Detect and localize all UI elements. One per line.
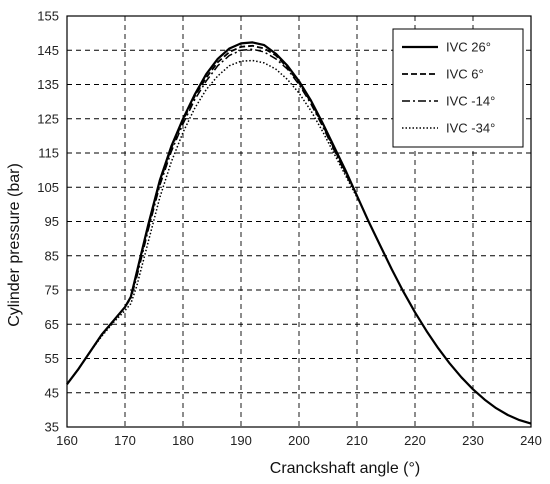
x-tick-label: 240: [520, 433, 542, 448]
series-line-3: [66, 48, 358, 385]
y-tick-label: 35: [45, 420, 59, 435]
y-tick-label: 145: [37, 43, 59, 58]
y-tick-label: 105: [37, 180, 59, 195]
y-tick-label: 55: [45, 351, 59, 366]
grid-lines: [67, 16, 531, 427]
x-axis-label: Cranckshaft angle (°): [270, 460, 420, 477]
series-lines: [66, 41, 532, 425]
y-tick-label: 135: [37, 77, 59, 92]
x-tick-label: 220: [404, 433, 426, 448]
y-tick-label: 65: [45, 317, 59, 332]
x-tick-label: 180: [172, 433, 194, 448]
legend: IVC 26° IVC 6° IVC -14° IVC -34°: [392, 28, 524, 148]
y-tick-label: 125: [37, 111, 59, 126]
legend-label: IVC -34°: [446, 121, 495, 136]
y-tick-label: 45: [45, 385, 59, 400]
y-axis-ticks: 35 45 55 65 75 85 95 105 115 125 135 145 155: [37, 9, 59, 435]
y-tick-label: 85: [45, 248, 59, 263]
y-tick-label: 95: [45, 214, 59, 229]
x-tick-label: 160: [56, 433, 78, 448]
x-tick-label: 230: [462, 433, 484, 448]
legend-label: IVC 6°: [446, 67, 484, 82]
y-axis-label: Cylinder pressure (bar): [6, 163, 23, 327]
x-tick-label: 170: [114, 433, 136, 448]
legend-box: [392, 28, 524, 148]
legend-label: IVC 26°: [446, 40, 491, 55]
legend-label: IVC -14°: [446, 94, 495, 109]
plot-area-frame: [66, 15, 532, 428]
x-axis-ticks: 160 170 180 190 200 210 220 230 240: [56, 433, 542, 448]
x-tick-label: 190: [230, 433, 252, 448]
y-tick-label: 155: [37, 9, 59, 24]
series-line-2: [66, 44, 358, 385]
x-tick-label: 200: [288, 433, 310, 448]
x-tick-label: 210: [346, 433, 368, 448]
y-tick-label: 75: [45, 283, 59, 298]
y-tick-label: 115: [38, 146, 59, 161]
